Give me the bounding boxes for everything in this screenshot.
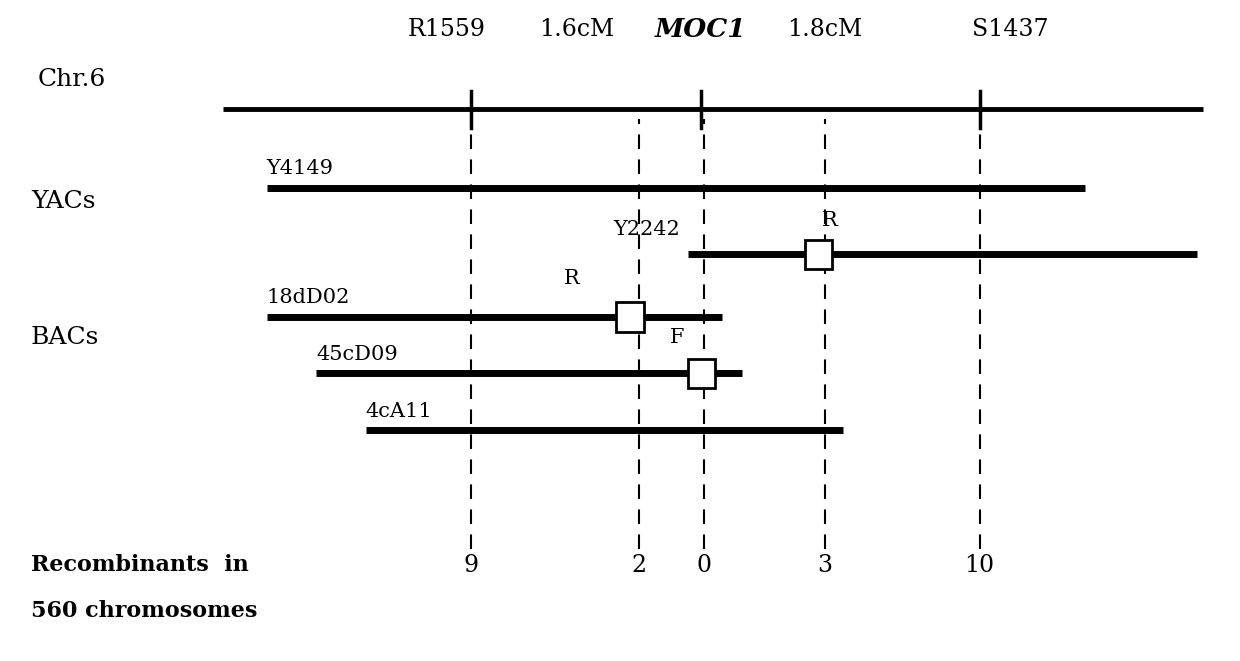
Text: 1.6cM: 1.6cM [539, 19, 614, 41]
Text: Y2242: Y2242 [613, 220, 680, 239]
Text: Recombinants  in: Recombinants in [31, 554, 249, 576]
Text: 18dD02: 18dD02 [267, 288, 350, 307]
Text: F: F [670, 328, 684, 347]
Text: 1.8cM: 1.8cM [787, 19, 862, 41]
Text: Y4149: Y4149 [267, 159, 334, 178]
Bar [616, 302, 644, 332]
Text: 45cD09: 45cD09 [316, 344, 398, 364]
Text: S1437: S1437 [972, 19, 1049, 41]
Text: BACs: BACs [31, 326, 99, 348]
Text: 10: 10 [965, 554, 994, 576]
Bar [805, 239, 832, 270]
Text: 3: 3 [817, 554, 832, 576]
Text: Chr.6: Chr.6 [37, 68, 105, 91]
Text: MOC1: MOC1 [655, 17, 746, 42]
Text: R: R [564, 268, 580, 288]
Text: 0: 0 [697, 554, 712, 576]
Text: 9: 9 [464, 554, 479, 576]
Text: R1559: R1559 [408, 19, 485, 41]
Text: R: R [822, 211, 838, 230]
Text: 4cA11: 4cA11 [366, 402, 433, 421]
Text: YACs: YACs [31, 190, 95, 213]
Text: 2: 2 [631, 554, 646, 576]
Bar [688, 358, 715, 389]
Text: 560 chromosomes: 560 chromosomes [31, 600, 258, 623]
